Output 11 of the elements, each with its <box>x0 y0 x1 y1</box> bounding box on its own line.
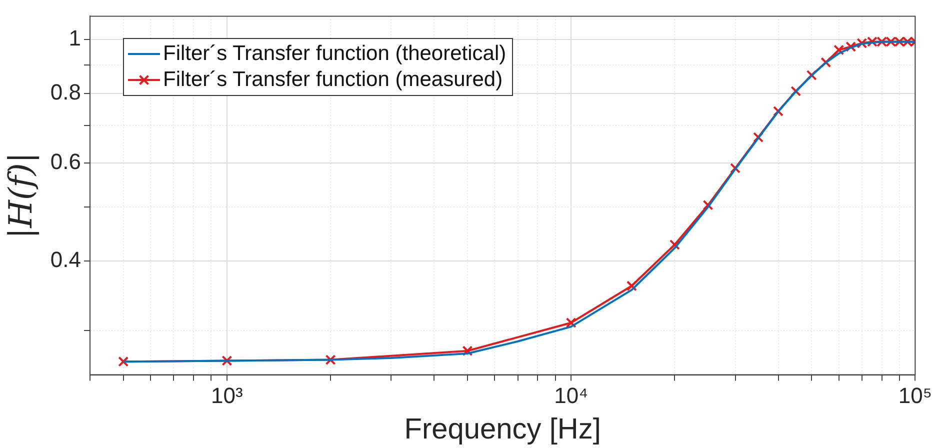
y-tick-label: 1 <box>68 25 81 50</box>
x-tick-label: 10⁵ <box>898 383 932 408</box>
legend-label: Filter´s Transfer function (theoretical) <box>163 41 506 68</box>
y-tick-label: 0.4 <box>50 247 81 272</box>
x-tick-label: 10⁴ <box>554 383 588 408</box>
legend-label: Filter´s Transfer function (measured) <box>163 67 503 94</box>
x-axis-title: Frequency [Hz] <box>404 414 601 446</box>
y-tick-label: 0.6 <box>50 148 81 174</box>
y-axis-title: |H(f)| <box>2 152 40 239</box>
y-tick-label: 0.8 <box>50 79 81 104</box>
x-tick-label: 10³ <box>211 383 243 408</box>
